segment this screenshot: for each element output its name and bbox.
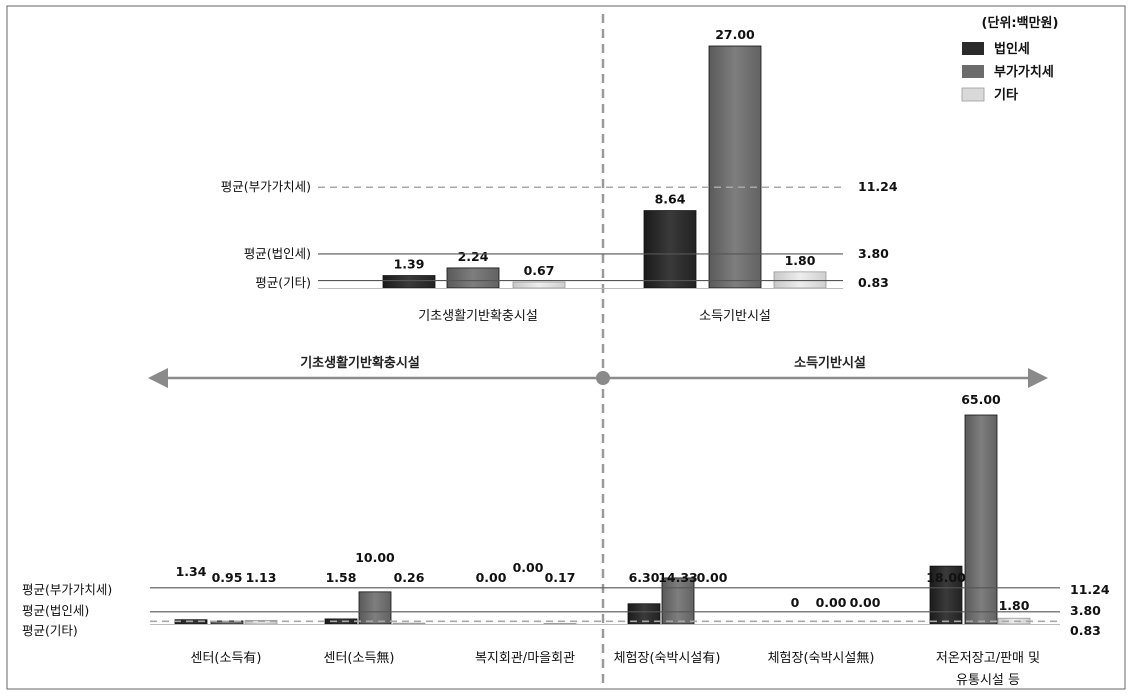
bottom-value-label-other-4: 0.00 bbox=[697, 570, 728, 585]
legend-swatch-corporate-tax bbox=[962, 42, 984, 55]
top-bar-vat-2 bbox=[708, 45, 762, 289]
bottom-value-label-vat-3: 0.00 bbox=[513, 560, 544, 575]
bottom-value-label-vat-2: 10.00 bbox=[355, 550, 395, 565]
bottom-value-label-vat-6: 65.00 bbox=[961, 392, 1001, 407]
bottom-value-label-vat-1: 0.95 bbox=[212, 570, 243, 585]
bottom-value-label-other-1: 1.13 bbox=[246, 570, 277, 585]
bottom-value-label-corporate-tax-3: 0.00 bbox=[476, 570, 507, 585]
bottom-average-label-2: 평균(법인세) bbox=[22, 603, 89, 618]
bottom-value-label-vat-5: 0.00 bbox=[816, 595, 847, 610]
legend-swatch-other bbox=[961, 87, 985, 102]
legend: (단위:백만원) 법인세 부가가치세 기타 bbox=[961, 15, 1059, 103]
bottom-average-label-1: 평균(부가가치세) bbox=[22, 582, 112, 597]
bottom-bar-vat-2 bbox=[358, 591, 392, 625]
top-average-label-1: 평균(부가가치세) bbox=[221, 179, 311, 194]
top-value-label-corporate-tax-1: 1.39 bbox=[394, 257, 425, 272]
bottom-category-label-3: 복지회관/마을회관 bbox=[475, 651, 575, 666]
section-arrow-center-dot bbox=[596, 371, 610, 385]
bottom-value-label-other-5: 0.00 bbox=[850, 595, 881, 610]
bottom-category-label-1: 센터(소득有) bbox=[191, 651, 262, 666]
top-value-label-other-2: 1.80 bbox=[785, 253, 816, 268]
bottom-average-label-3: 평균(기타) bbox=[22, 623, 78, 638]
bottom-value-label-other-3: 0.17 bbox=[545, 570, 576, 585]
top-value-label-corporate-tax-2: 8.64 bbox=[655, 192, 686, 207]
bottom-average-value-3: 0.83 bbox=[1070, 623, 1101, 638]
bottom-category-label-2: 센터(소득無) bbox=[324, 651, 395, 666]
top-average-value-3: 0.83 bbox=[858, 275, 889, 290]
top-average-label-3: 평균(기타) bbox=[255, 275, 311, 290]
bottom-value-label-other-2: 0.26 bbox=[394, 570, 425, 585]
bottom-category-label-6: 저온저장고/판매 및 bbox=[936, 651, 1040, 666]
legend-label-corporate-tax: 법인세 bbox=[994, 41, 1030, 57]
bottom-category-label-7: 유통시설 등 bbox=[956, 673, 1020, 688]
bottom-value-label-other-6: 1.80 bbox=[999, 598, 1030, 613]
bottom-value-label-corporate-tax-4: 6.30 bbox=[629, 570, 660, 585]
top-value-label-vat-1: 2.24 bbox=[458, 249, 489, 264]
bottom-bar-corporate-tax-6 bbox=[929, 565, 963, 625]
top-average-value-1: 11.24 bbox=[858, 179, 898, 194]
figure-border bbox=[6, 5, 1126, 690]
top-bar-corporate-tax-1 bbox=[382, 275, 436, 289]
top-value-label-other-1: 0.67 bbox=[524, 263, 555, 278]
bottom-category-label-4: 체험장(숙박시설有) bbox=[614, 651, 721, 666]
top-category-label-1: 기초생활기반확충시설 bbox=[418, 309, 538, 324]
bottom-bar-other-2 bbox=[392, 622, 426, 625]
bottom-bar-other-3 bbox=[543, 623, 577, 625]
legend-label-vat: 부가가치세 bbox=[994, 64, 1054, 80]
bottom-value-label-corporate-tax-2: 1.58 bbox=[326, 570, 357, 585]
bottom-average-value-2: 3.80 bbox=[1070, 603, 1101, 618]
bottom-value-label-vat-4: 14.33 bbox=[658, 570, 698, 585]
top-bar-other-2 bbox=[773, 271, 827, 289]
bottom-average-value-1: 11.24 bbox=[1070, 582, 1110, 597]
bottom-category-label-5: 체험장(숙박시설無) bbox=[768, 651, 875, 666]
top-bar-other-1 bbox=[512, 281, 566, 289]
legend-unit: (단위:백만원) bbox=[982, 15, 1059, 31]
legend-swatch-vat bbox=[962, 65, 984, 78]
bottom-bar-vat-6 bbox=[964, 414, 998, 625]
section-label-left: 기초생활기반확충시설 bbox=[300, 355, 420, 371]
section-label-right: 소득기반시설 bbox=[794, 355, 866, 371]
bottom-value-label-corporate-tax-6: 18.00 bbox=[926, 570, 966, 585]
bottom-value-label-corporate-tax-5: 0 bbox=[791, 595, 800, 610]
top-category-label-2: 소득기반시설 bbox=[699, 309, 771, 324]
bottom-bar-corporate-tax-2 bbox=[324, 618, 358, 625]
legend-label-other: 기타 bbox=[994, 87, 1018, 103]
bottom-value-label-corporate-tax-1: 1.34 bbox=[176, 564, 207, 579]
top-average-value-2: 3.80 bbox=[858, 246, 889, 261]
top-bar-corporate-tax-2 bbox=[643, 210, 697, 289]
top-value-label-vat-2: 27.00 bbox=[715, 27, 755, 42]
top-average-label-2: 평균(법인세) bbox=[244, 246, 311, 261]
top-bar-vat-1 bbox=[446, 267, 500, 289]
